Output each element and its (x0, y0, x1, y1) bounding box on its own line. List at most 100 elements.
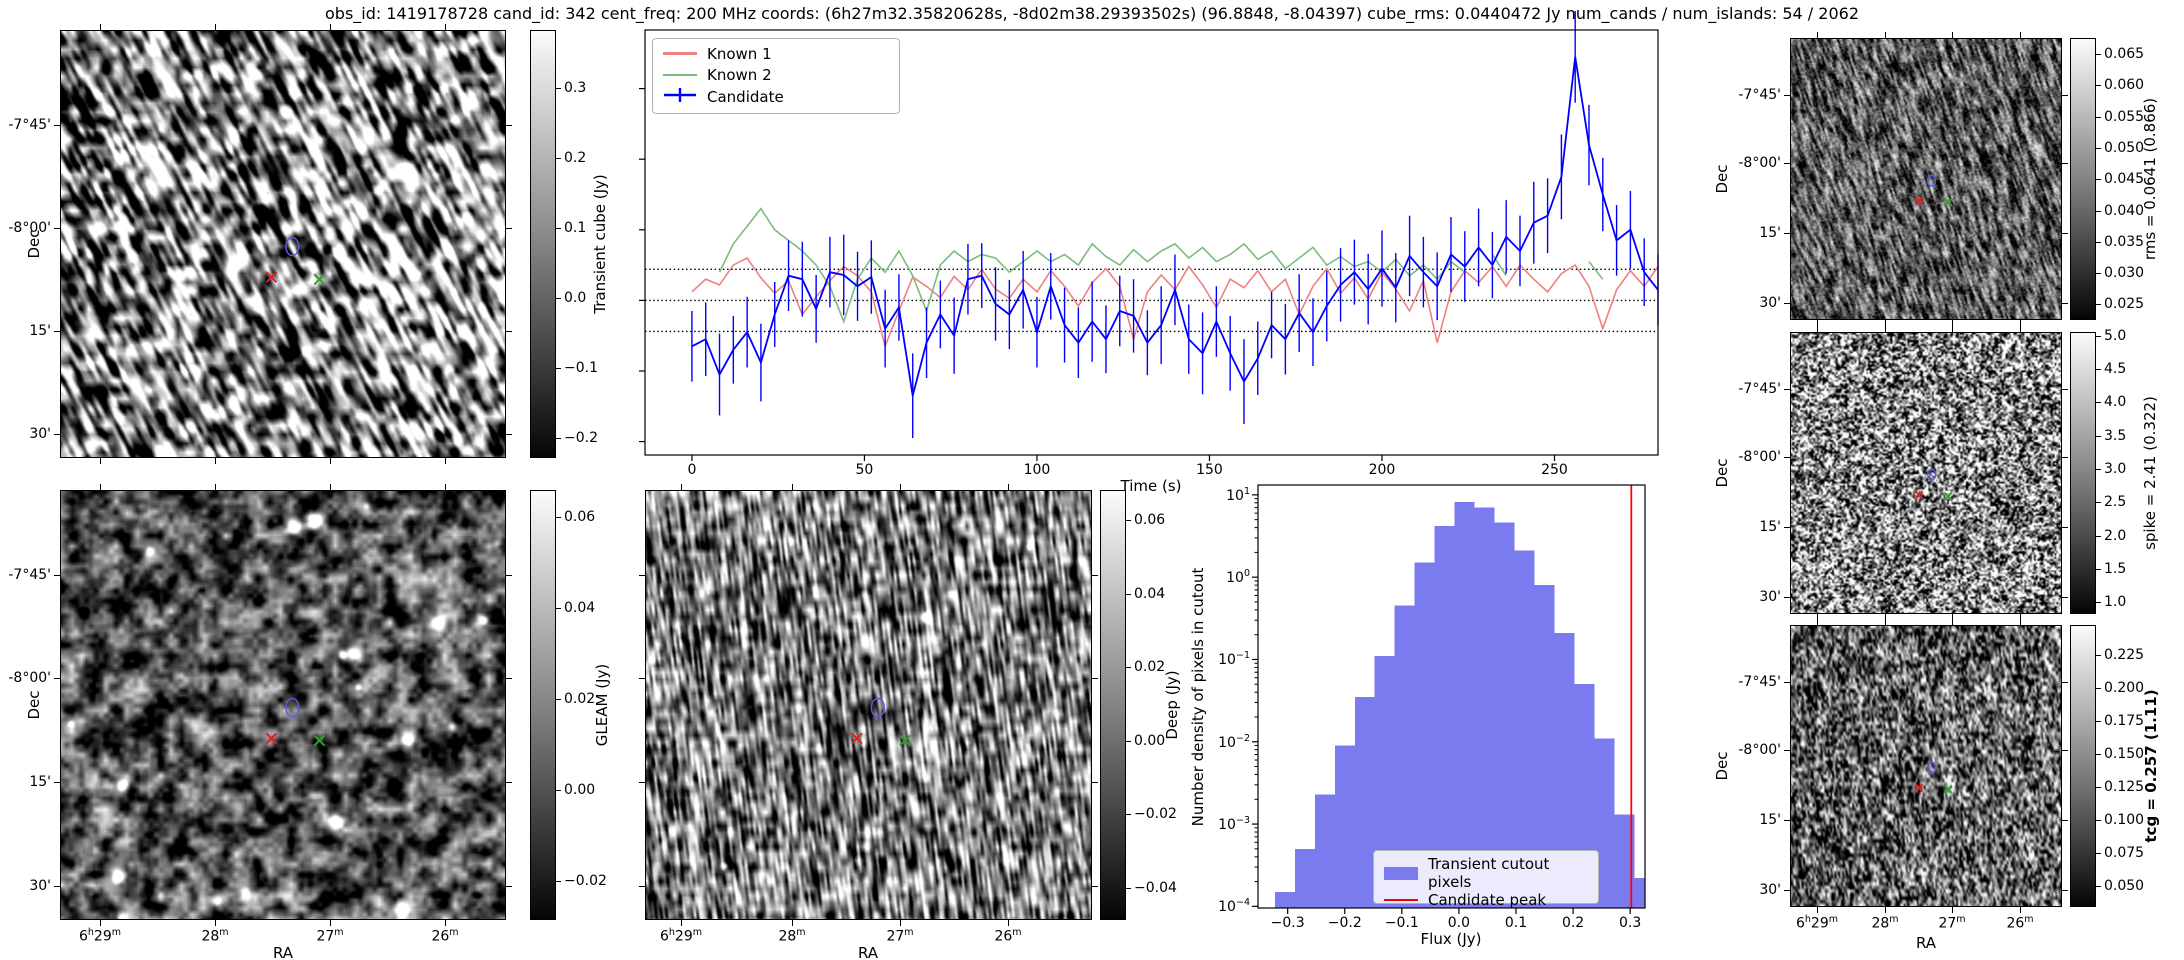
candidate-contour-marker (870, 697, 886, 718)
axis-tick-mark (1817, 614, 1819, 620)
lightcurve-plot (639, 10, 1659, 461)
histogram-bar (1334, 745, 1355, 908)
axis-tick-mark (2020, 907, 2022, 913)
known1-x-marker (265, 732, 278, 745)
axis-tick-mark (1952, 619, 1954, 625)
known1-x-marker (1914, 196, 1924, 206)
tick-label: 15' (1759, 225, 1781, 241)
axis-tick-mark (1126, 667, 1131, 669)
axis-tick-mark (100, 920, 102, 926)
tick-label: 15' (29, 323, 51, 339)
tick-label: 0.200 (2104, 680, 2145, 696)
axis-tick-mark (100, 484, 102, 490)
axis-tick-mark (1784, 303, 1790, 305)
tick-label: 0.1 (564, 220, 587, 236)
legend-entry-candidate-peak: Candidate peak (1384, 891, 1588, 909)
axis-tick-mark (2096, 569, 2101, 571)
histogram-bar (1534, 585, 1555, 908)
axis-tick-mark (1784, 457, 1790, 459)
tick-label: 0.00 (564, 782, 596, 798)
dec-axis-label: Dec (1713, 458, 1731, 488)
tick-label: 0.125 (2104, 779, 2145, 795)
axis-tick-mark (506, 228, 512, 230)
tcg-cutout-panel (1790, 625, 2062, 907)
axis-tick-mark (2096, 336, 2101, 338)
axis-tick-mark (556, 699, 561, 701)
gleam-cutout-panel (60, 490, 506, 920)
histogram-bar (1594, 738, 1615, 908)
axis-tick-mark (1092, 782, 1098, 784)
known2-line-swatch (663, 73, 697, 77)
axis-tick-mark (1784, 527, 1790, 529)
axis-tick-mark (556, 88, 561, 90)
axis-tick-mark (2096, 304, 2101, 306)
axis-tick-mark (1008, 484, 1010, 490)
histogram-patch-swatch (1384, 866, 1418, 880)
ra-axis-label: RA (1915, 934, 1937, 952)
axis-tick-mark (506, 125, 512, 127)
tick-label: -8°00' (8, 220, 51, 236)
tcg-colorbar (2070, 625, 2096, 907)
legend-label: Known 2 (707, 65, 772, 84)
tick-label: 0.3 (1619, 915, 1642, 931)
axis-tick-mark (2020, 326, 2022, 332)
tick-label: 0.060 (2104, 77, 2145, 93)
tick-label: 0.06 (1134, 512, 1166, 528)
axis-tick-mark (215, 484, 217, 490)
legend-entry-known1: Known 1 (663, 45, 889, 63)
axis-tick-mark (1784, 597, 1790, 599)
tick-label: 2.0 (2104, 528, 2127, 544)
axis-tick-mark (1952, 32, 1954, 38)
tick-label: 3.5 (2104, 428, 2127, 444)
tick-label: 10−1 (1218, 650, 1250, 669)
rms-colorbar (2070, 38, 2096, 320)
legend-entry-cutout-pixels: Transient cutout pixels (1384, 855, 1588, 891)
axis-tick-mark (1817, 326, 1819, 332)
legend-entry-known2: Known 2 (663, 66, 889, 84)
axis-tick-mark (900, 920, 902, 926)
tick-label: 26m (2006, 914, 2034, 932)
axis-tick-mark (1952, 907, 1954, 913)
source-markers-overlay (265, 697, 326, 747)
axis-tick-mark (1126, 741, 1131, 743)
tick-label: 28m (201, 927, 229, 945)
axis-tick-mark (215, 458, 217, 464)
axis-tick-mark (2062, 233, 2068, 235)
axis-tick-mark (2062, 890, 2068, 892)
legend-label: Candidate peak (1428, 891, 1547, 909)
source-markers-overlay (1914, 174, 1953, 207)
tick-label: 0.00 (1134, 733, 1166, 749)
flux-histogram-plot (1252, 484, 1646, 914)
legend-label: Candidate (707, 88, 784, 107)
tick-label: 200 (1368, 462, 1396, 478)
tick-label: 0.065 (2104, 46, 2145, 62)
candidate-contour-marker (1927, 761, 1937, 774)
histogram-bar (1454, 501, 1475, 908)
gleam-image (61, 491, 505, 919)
axis-tick-mark (2062, 597, 2068, 599)
candidate-contour-marker (285, 236, 300, 257)
axis-tick-mark (506, 678, 512, 680)
axis-tick-mark (2096, 148, 2101, 150)
axis-tick-mark (2096, 502, 2101, 504)
tick-label: 6h29m (78, 927, 122, 945)
tick-label: 0.040 (2104, 203, 2145, 219)
axis-tick-mark (1952, 320, 1954, 326)
tick-label: 0.050 (2104, 140, 2145, 156)
axis-tick-mark (215, 920, 217, 926)
tick-label: 30' (29, 426, 51, 442)
ra-axis-label: RA (857, 944, 879, 960)
axis-tick-mark (556, 438, 561, 440)
axis-tick-mark (1126, 520, 1131, 522)
axis-tick-mark (2062, 389, 2068, 391)
tick-label: −0.1 (1384, 915, 1419, 931)
candidate-contour-marker (285, 697, 300, 718)
tick-label: 6h29m (659, 927, 703, 945)
plot-frame (644, 29, 1659, 456)
source-markers-overlay (1914, 468, 1953, 501)
tick-label: 10−2 (1218, 732, 1250, 751)
axis-tick-mark (556, 298, 561, 300)
axis-tick-mark (556, 881, 561, 883)
errorbar-glyph (664, 88, 696, 103)
